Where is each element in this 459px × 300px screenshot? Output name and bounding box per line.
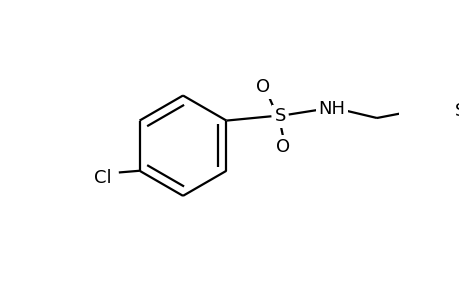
Text: O: O	[276, 137, 290, 155]
Text: S: S	[274, 107, 285, 125]
Text: NH: NH	[318, 100, 345, 118]
Text: O: O	[255, 78, 269, 96]
Text: S: S	[454, 102, 459, 120]
Text: Cl: Cl	[94, 169, 112, 187]
